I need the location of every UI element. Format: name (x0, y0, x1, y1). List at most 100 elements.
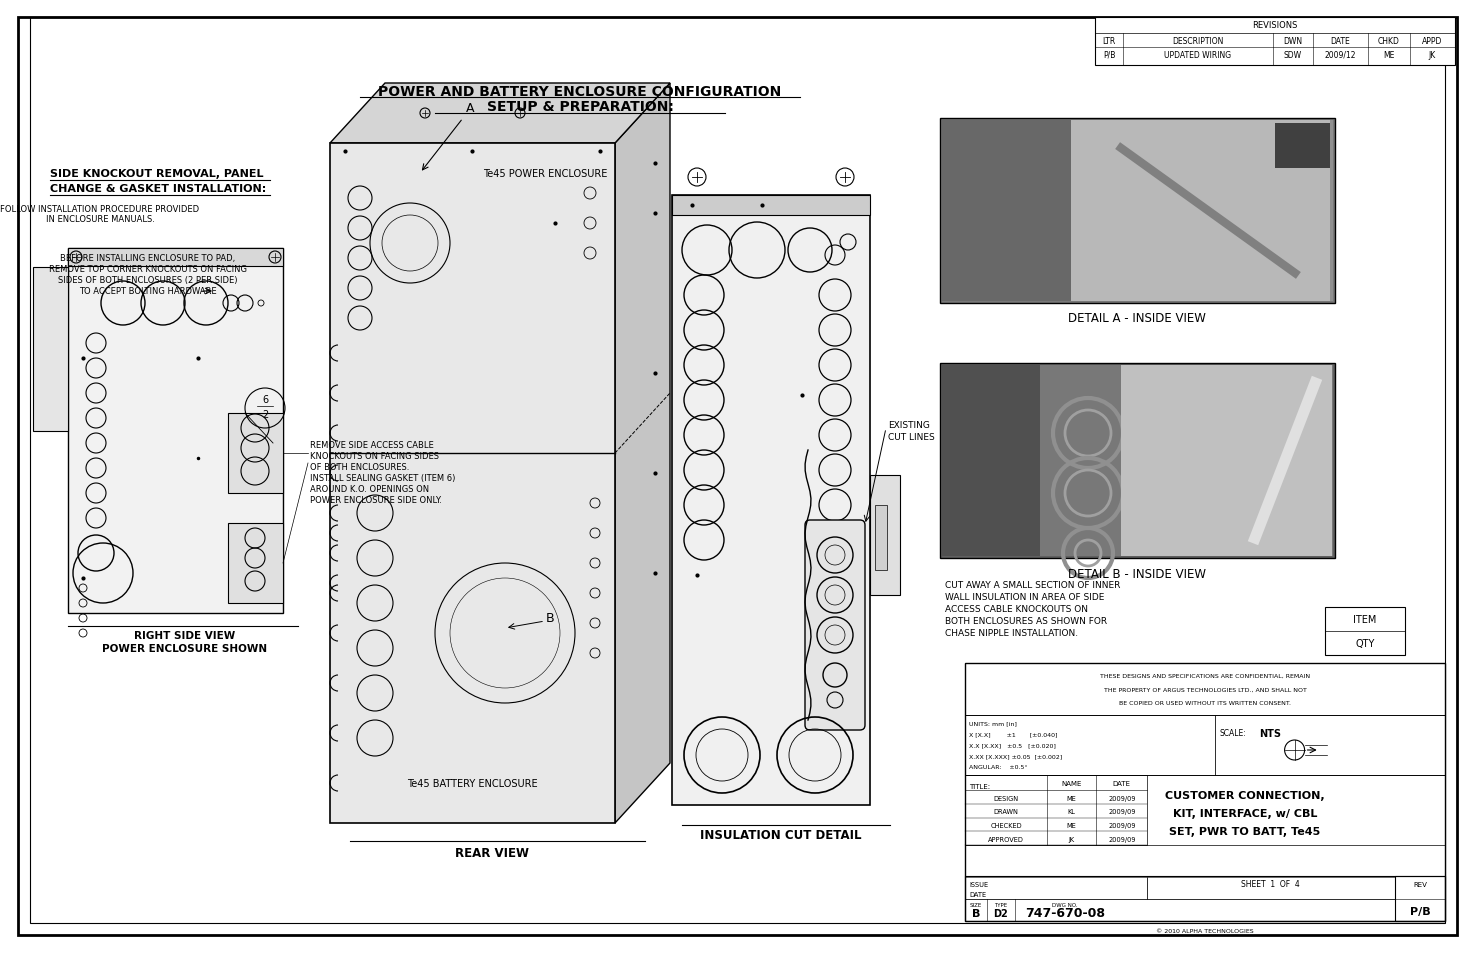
Bar (965, 775, 1446, 845)
Text: POWER AND BATTERY ENCLOSURE CONFIGURATION: POWER AND BATTERY ENCLOSURE CONFIGURATIO… (379, 85, 782, 99)
Text: JK: JK (1429, 51, 1437, 59)
Bar (1274, 124, 1330, 169)
Bar (673, 195, 870, 215)
Text: UPDATED WIRING: UPDATED WIRING (1164, 51, 1232, 59)
Bar (229, 414, 283, 494)
Bar (943, 121, 1333, 302)
Bar (68, 249, 283, 614)
Text: CHKD: CHKD (1378, 36, 1400, 46)
Bar (965, 716, 1446, 775)
Bar (965, 877, 1148, 899)
Text: WALL INSULATION IN AREA OF SIDE: WALL INSULATION IN AREA OF SIDE (945, 593, 1105, 602)
Text: DATE: DATE (969, 891, 987, 897)
Text: P/B: P/B (1103, 51, 1115, 59)
Text: OF BOTH ENCLOSURES.: OF BOTH ENCLOSURES. (310, 463, 410, 472)
Text: ACCESS CABLE KNOCKOUTS ON: ACCESS CABLE KNOCKOUTS ON (945, 605, 1089, 614)
Text: AROUND K.O. OPENINGS ON: AROUND K.O. OPENINGS ON (310, 485, 429, 494)
Text: EXISTING: EXISTING (888, 421, 929, 430)
Text: IN ENCLOSURE MANUALS.: IN ENCLOSURE MANUALS. (46, 215, 155, 224)
Text: ME: ME (1066, 795, 1077, 801)
Text: CUT LINES: CUT LINES (888, 433, 935, 442)
Bar (1325, 607, 1406, 656)
Bar (943, 366, 1040, 557)
Text: POWER ENCLOSURE SHOWN: POWER ENCLOSURE SHOWN (102, 643, 267, 654)
Text: SET, PWR TO BATT, Te45: SET, PWR TO BATT, Te45 (1170, 826, 1320, 836)
Bar (1121, 366, 1332, 557)
Text: QTY: QTY (1356, 639, 1375, 648)
Text: DESIGN: DESIGN (994, 795, 1019, 801)
Bar (68, 249, 283, 267)
Text: TYPE: TYPE (994, 902, 1007, 907)
Text: THESE DESIGNS AND SPECIFICATIONS ARE CONFIDENTIAL, REMAIN: THESE DESIGNS AND SPECIFICATIONS ARE CON… (1100, 673, 1310, 678)
Text: DETAIL A - INSIDE VIEW: DETAIL A - INSIDE VIEW (1068, 313, 1207, 325)
Text: DATE: DATE (1330, 36, 1351, 46)
Text: RIGHT SIDE VIEW: RIGHT SIDE VIEW (134, 630, 236, 640)
Text: POWER ENCLOSURE SIDE ONLY.: POWER ENCLOSURE SIDE ONLY. (310, 496, 442, 505)
Bar (965, 663, 1446, 921)
Text: NTS: NTS (1260, 728, 1282, 739)
Text: 747-670-08: 747-670-08 (1025, 906, 1105, 920)
Text: APPROVED: APPROVED (988, 836, 1024, 842)
Bar (943, 121, 1072, 302)
Bar (965, 716, 1214, 775)
Text: REAR VIEW: REAR VIEW (454, 846, 530, 860)
Bar (940, 119, 1335, 304)
Text: NAME: NAME (1062, 781, 1081, 786)
Bar (229, 523, 283, 603)
Text: P/B: P/B (1410, 906, 1431, 916)
Text: KIT, INTERFACE, w/ CBL: KIT, INTERFACE, w/ CBL (1173, 808, 1317, 818)
Text: KNOCKOUTS ON FACING SIDES: KNOCKOUTS ON FACING SIDES (310, 452, 440, 461)
Text: INSULATION CUT DETAIL: INSULATION CUT DETAIL (701, 828, 861, 841)
Text: SIZE: SIZE (971, 902, 982, 907)
Text: CHECKED: CHECKED (990, 822, 1022, 828)
Text: SDW: SDW (1283, 51, 1302, 59)
Text: SETUP & PREPARATION:: SETUP & PREPARATION: (487, 100, 674, 113)
Text: © 2010 ALPHA TECHNOLOGIES: © 2010 ALPHA TECHNOLOGIES (1156, 928, 1254, 934)
Text: BOTH ENCLOSURES AS SHOWN FOR: BOTH ENCLOSURES AS SHOWN FOR (945, 617, 1108, 626)
Text: CUSTOMER CONNECTION,: CUSTOMER CONNECTION, (1165, 790, 1325, 801)
Text: ISSUE: ISSUE (969, 882, 988, 887)
Text: 2009/09: 2009/09 (1108, 822, 1136, 828)
Text: ME: ME (1066, 822, 1077, 828)
Bar (1395, 876, 1446, 921)
Text: 2: 2 (263, 410, 268, 419)
Bar (1094, 18, 1454, 66)
Text: KL: KL (1068, 809, 1075, 815)
Text: ME: ME (1384, 51, 1395, 59)
Text: Te45 BATTERY ENCLOSURE: Te45 BATTERY ENCLOSURE (407, 779, 537, 788)
Text: UNITS: mm [in]: UNITS: mm [in] (969, 720, 1016, 726)
Text: REV: REV (1413, 882, 1426, 887)
Text: B: B (546, 612, 555, 625)
Text: CUT AWAY A SMALL SECTION OF INNER: CUT AWAY A SMALL SECTION OF INNER (945, 581, 1121, 590)
Text: X.XX [X.XXX] ±0.05  [±0.002]: X.XX [X.XXX] ±0.05 [±0.002] (969, 754, 1062, 759)
Bar (943, 366, 1333, 557)
Bar (1214, 716, 1446, 775)
Text: 2009/09: 2009/09 (1108, 809, 1136, 815)
Text: B: B (972, 908, 981, 918)
Text: 2009/12: 2009/12 (1325, 51, 1356, 59)
Bar (330, 144, 615, 823)
Polygon shape (330, 84, 670, 144)
Text: ANGULAR:    ±0.5°: ANGULAR: ±0.5° (969, 764, 1028, 770)
Bar (1148, 877, 1395, 899)
Text: TITLE:: TITLE: (969, 783, 990, 789)
Text: A: A (466, 102, 475, 115)
Text: REMOVE TOP CORNER KNOCKOUTS ON FACING: REMOVE TOP CORNER KNOCKOUTS ON FACING (49, 265, 246, 274)
Bar (965, 876, 1446, 921)
Text: INSTALL SEALING GASKET (ITEM 6): INSTALL SEALING GASKET (ITEM 6) (310, 474, 456, 483)
Text: X.X [X.XX]   ±0.5   [±0.020]: X.X [X.XX] ±0.5 [±0.020] (969, 742, 1056, 748)
Text: SHEET  1  OF  4: SHEET 1 OF 4 (1240, 880, 1299, 888)
Polygon shape (615, 84, 670, 823)
Text: Te45 POWER ENCLOSURE: Te45 POWER ENCLOSURE (482, 169, 608, 179)
Text: 6: 6 (263, 395, 268, 405)
FancyBboxPatch shape (805, 520, 864, 730)
Text: DRAWN: DRAWN (994, 809, 1018, 815)
Text: SIDES OF BOTH ENCLOSURES (2 PER SIDE): SIDES OF BOTH ENCLOSURES (2 PER SIDE) (58, 276, 237, 285)
Text: BE COPIED OR USED WITHOUT ITS WRITTEN CONSENT.: BE COPIED OR USED WITHOUT ITS WRITTEN CO… (1120, 700, 1291, 706)
Text: CHASE NIPPLE INSTALLATION.: CHASE NIPPLE INSTALLATION. (945, 629, 1078, 638)
Text: DESCRIPTION: DESCRIPTION (1173, 36, 1224, 46)
Text: TO ACCEPT BOLTING HARDWARE: TO ACCEPT BOLTING HARDWARE (80, 287, 217, 296)
Text: JK: JK (1069, 836, 1075, 842)
Bar (32, 268, 68, 432)
Text: FOLLOW INSTALLATION PROCEDURE PROVIDED: FOLLOW INSTALLATION PROCEDURE PROVIDED (0, 204, 199, 213)
